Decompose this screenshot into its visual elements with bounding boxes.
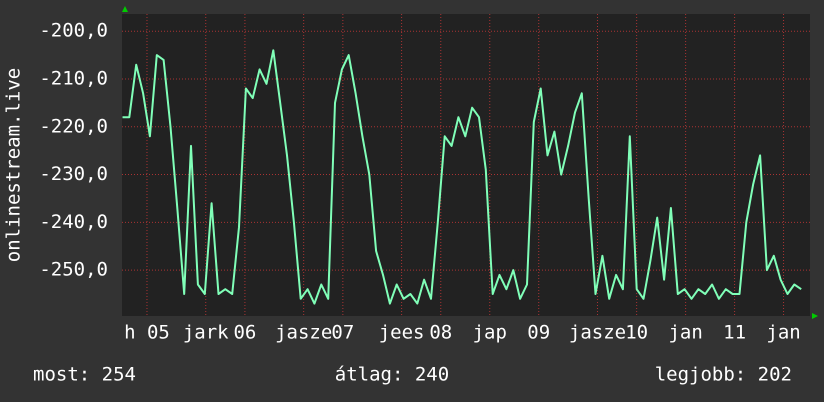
x-tick-label: 10 — [625, 322, 648, 344]
footer-average: átlag: 240 — [335, 364, 449, 386]
y-tick-label: -230,0 — [39, 163, 108, 185]
x-tick-label: 07 — [331, 322, 354, 344]
data-line — [122, 49, 802, 305]
x-tick-label: jasze — [569, 322, 626, 344]
x-tick-label: 08 — [429, 322, 452, 344]
y-tick-label: -240,0 — [39, 211, 108, 233]
x-tick-label: h 05 — [124, 322, 170, 344]
footer-current: most: 254 — [33, 364, 136, 386]
y-tick-label: -250,0 — [39, 259, 108, 281]
axis-arrow — [122, 6, 128, 12]
y-axis-label: onlinestream.live — [3, 68, 25, 262]
plot-area — [122, 14, 810, 316]
x-tick-label: 06 — [233, 322, 256, 344]
footer-best: legjobb: 202 — [655, 364, 792, 386]
x-tick-label: jan — [668, 322, 702, 344]
y-tick-label: -210,0 — [39, 67, 108, 89]
x-tick-label: 11 — [723, 322, 746, 344]
x-tick-label: jan — [766, 322, 800, 344]
x-tick-label: jees — [379, 322, 425, 344]
y-tick-label: -220,0 — [39, 115, 108, 137]
x-tick-label: 09 — [527, 322, 550, 344]
x-tick-label: jap — [473, 322, 507, 344]
axis-arrow — [812, 313, 818, 319]
x-tick-label: jark — [183, 322, 229, 344]
y-tick-label: -200,0 — [39, 20, 108, 42]
x-tick-label: jasze — [275, 322, 332, 344]
